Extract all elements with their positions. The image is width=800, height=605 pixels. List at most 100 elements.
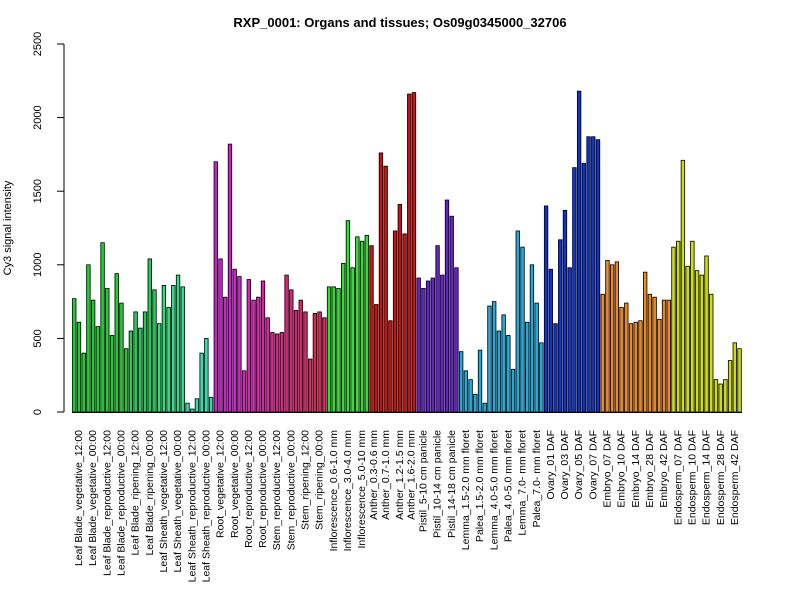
bar: [100, 242, 105, 413]
bar: [218, 258, 223, 413]
bars: [72, 90, 742, 413]
bar: [595, 139, 601, 413]
bar: [680, 159, 686, 413]
x-tick-label: Ovary_05 DAF: [573, 430, 585, 499]
x-tick-label: Stem_reproductive_12:00: [271, 430, 283, 550]
bar: [105, 287, 110, 413]
x-tick-label: Embryo_07 DAF: [602, 430, 614, 508]
bar: [138, 327, 143, 413]
bar: [260, 280, 266, 413]
bar: [562, 209, 568, 413]
x-tick-label: Palea_1.5-2.0 mm floret: [474, 430, 486, 542]
bar: [459, 351, 464, 413]
bar: [166, 307, 171, 413]
bar: [331, 286, 336, 413]
bar: [114, 273, 119, 413]
bar: [543, 205, 549, 413]
bar: [628, 323, 634, 413]
bar: [694, 270, 700, 413]
bar: [487, 305, 492, 413]
bar: [699, 274, 704, 413]
x-tick-label: Leaf Blade_reproductive_00:00: [116, 430, 128, 576]
bar: [633, 321, 638, 413]
bar: [157, 323, 162, 413]
bar: [581, 162, 586, 413]
bar: [600, 293, 605, 413]
bar: [647, 293, 653, 413]
x-tick-label: Stem_reproductive_00:00: [285, 430, 297, 550]
bar: [124, 348, 129, 413]
x-tick-label: Anther_1.2-1.5 mm: [394, 430, 406, 520]
bar: [506, 335, 511, 413]
bar: [95, 326, 101, 413]
bar: [190, 408, 195, 413]
bar: [72, 298, 77, 413]
bar: [671, 246, 676, 413]
bar: [237, 276, 242, 413]
bar: [525, 321, 530, 413]
bar: [529, 264, 535, 413]
y-tick-label: 1500: [32, 179, 44, 203]
bar: [477, 349, 483, 413]
bar: [392, 230, 398, 413]
bar: [534, 302, 539, 413]
bar: [185, 402, 190, 413]
bar: [227, 143, 233, 413]
x-tick-label: Inflorescence_5.0-10 mm: [356, 430, 368, 549]
x-tick-label: Endosperm_28 DAF: [715, 430, 727, 525]
bar: [609, 264, 615, 413]
bar: [492, 301, 497, 413]
bar: [496, 330, 502, 413]
bar: [355, 236, 360, 413]
bar: [341, 262, 346, 413]
x-tick-label: Stem_ripening_12:00: [300, 430, 312, 530]
bar: [425, 280, 431, 413]
bar: [147, 258, 152, 413]
x-tick-label: Palea_7.0- mm floret: [531, 430, 543, 528]
bar: [605, 259, 610, 413]
bar: [558, 239, 563, 413]
bar: [232, 268, 237, 413]
bar: [303, 311, 308, 413]
x-tick-labels: Leaf Blade_vegetative_12:00 Leaf Blade_ve…: [73, 430, 741, 583]
bar: [676, 240, 681, 413]
bar: [119, 302, 124, 413]
y-tick-label: 1000: [32, 253, 44, 277]
chart-title: RXP_0001: Organs and tissues; Os09g03450…: [233, 15, 566, 30]
bar: [128, 330, 134, 413]
x-tick-label: Leaf Sheath_vegetative_12:00: [158, 430, 170, 573]
x-tick-label: Anther_0.3-0.6 mm: [368, 430, 380, 520]
bar: [666, 299, 671, 413]
bar: [76, 321, 82, 413]
bar: [246, 279, 251, 413]
x-tick-label: Ovary_01 DAF: [545, 430, 557, 499]
bar: [133, 311, 138, 413]
bar: [411, 92, 417, 413]
bar: [175, 274, 181, 413]
bar: [643, 271, 648, 413]
bar: [336, 287, 341, 413]
bar: [270, 332, 275, 413]
x-tick-label: Embryo_28 DAF: [644, 430, 656, 508]
x-tick-label: Lemma_1.5-2.0 mm floret: [460, 430, 472, 550]
bar: [213, 161, 218, 413]
bar: [374, 304, 379, 413]
bar: [402, 233, 407, 413]
bar: [732, 342, 737, 413]
bar: [539, 342, 544, 413]
bar: [317, 311, 322, 413]
bar: [194, 398, 200, 413]
bar: [638, 320, 643, 413]
axes: 0 500 1000 1500 2000 2500: [32, 32, 742, 415]
bar: [378, 152, 384, 413]
bar: [345, 220, 351, 413]
bar: [161, 285, 167, 413]
bar: [463, 370, 469, 413]
bar: [430, 277, 436, 413]
bar: [567, 267, 572, 413]
bar: [274, 333, 280, 413]
bar: [312, 312, 318, 413]
bar: [383, 165, 388, 413]
bar: [308, 358, 313, 413]
